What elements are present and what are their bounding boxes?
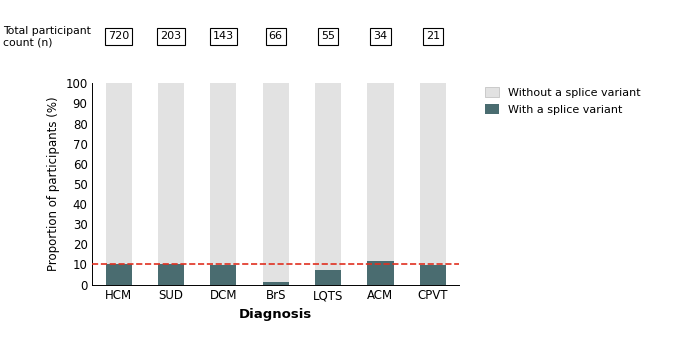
Bar <box>105 83 132 264</box>
Text: Total participant
count (n): Total participant count (n) <box>3 26 91 47</box>
Text: 143: 143 <box>213 32 234 41</box>
Bar <box>262 83 289 281</box>
Text: 55: 55 <box>321 32 335 41</box>
Y-axis label: Proportion of participants (%): Proportion of participants (%) <box>47 96 60 271</box>
Bar <box>158 264 184 285</box>
Legend: Without a splice variant, With a splice variant: Without a splice variant, With a splice … <box>483 85 643 118</box>
Bar <box>262 281 289 285</box>
Bar <box>315 270 341 285</box>
Bar <box>158 83 184 264</box>
Bar <box>420 265 446 285</box>
Text: 66: 66 <box>269 32 283 41</box>
Text: 34: 34 <box>373 32 388 41</box>
Bar <box>210 83 236 265</box>
Bar <box>420 83 446 265</box>
Bar <box>105 264 132 285</box>
Bar <box>367 261 393 285</box>
Bar <box>367 83 393 261</box>
Text: 203: 203 <box>160 32 182 41</box>
Text: 720: 720 <box>108 32 129 41</box>
Text: 21: 21 <box>425 32 440 41</box>
X-axis label: Diagnosis: Diagnosis <box>239 308 312 321</box>
Bar <box>315 83 341 270</box>
Bar <box>210 265 236 285</box>
